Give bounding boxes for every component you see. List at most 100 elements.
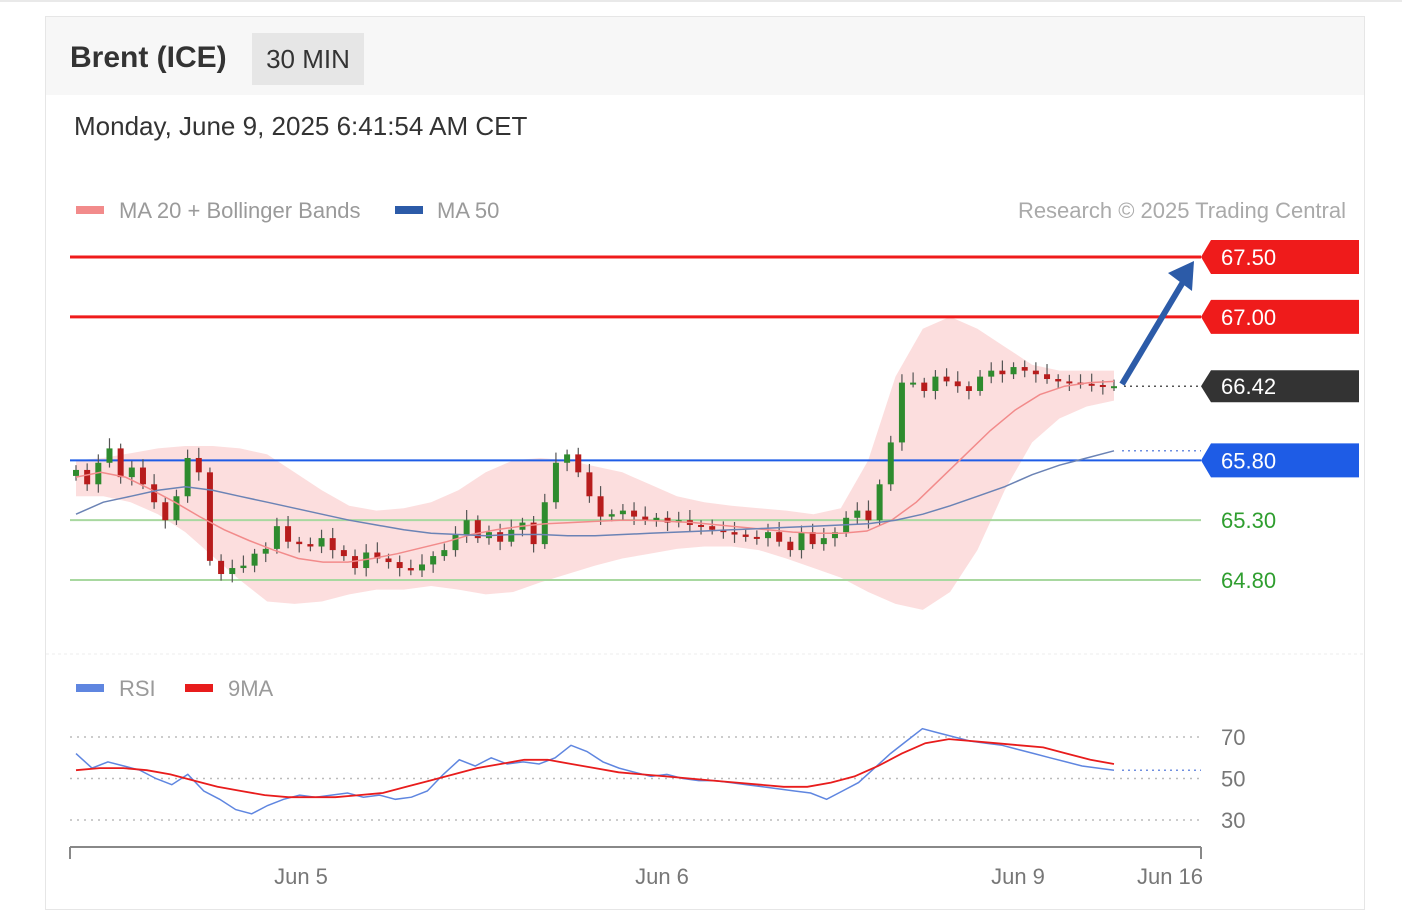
- rsi-legend-swatch: [76, 684, 104, 692]
- candle: [898, 382, 905, 443]
- candle: [441, 550, 448, 557]
- support-level-label: 64.80: [1221, 568, 1276, 593]
- candle: [1055, 379, 1062, 382]
- candle: [776, 532, 783, 542]
- pivot-level-tag: [1201, 443, 1359, 478]
- rsi-9ma-legend-swatch: [185, 684, 213, 692]
- chart-datetime: Monday, June 9, 2025 6:41:54 AM CET: [74, 111, 528, 141]
- candle: [430, 556, 437, 565]
- candle: [1044, 374, 1051, 380]
- x-tick-label: Jun 6: [635, 864, 689, 889]
- candle: [1032, 370, 1039, 375]
- candle: [887, 442, 894, 485]
- candle: [753, 536, 760, 539]
- candle: [95, 462, 102, 485]
- candle: [709, 526, 716, 530]
- candle: [307, 544, 314, 547]
- candle: [564, 454, 571, 463]
- x-tick-label: Jun 9: [991, 864, 1045, 889]
- candle: [586, 472, 593, 497]
- candle: [229, 568, 236, 575]
- resistance-level-label: 67.50: [1221, 245, 1276, 270]
- candle: [195, 457, 202, 473]
- candle: [128, 467, 135, 478]
- candle: [296, 541, 303, 545]
- candle: [407, 568, 414, 571]
- candle: [720, 529, 727, 533]
- candle: [84, 469, 91, 485]
- ma20-line: [75, 380, 1115, 563]
- ma20-legend-label: MA 20 + Bollinger Bands: [119, 198, 361, 223]
- resistance-level-tag: [1201, 240, 1359, 274]
- candle: [73, 469, 79, 476]
- candle: [363, 552, 370, 569]
- ma50-legend-swatch: [395, 206, 423, 214]
- candle: [385, 558, 392, 563]
- resistance-level-label: 67.00: [1221, 305, 1276, 330]
- candle: [809, 532, 816, 545]
- candle: [508, 529, 515, 542]
- rsi-tick-label: 50: [1221, 767, 1245, 792]
- forecast-arrow-shaft: [1119, 275, 1189, 386]
- candle: [943, 376, 950, 382]
- candle: [820, 538, 827, 545]
- instrument-title: Brent (ICE): [70, 41, 227, 74]
- candle: [497, 532, 504, 542]
- candle: [1088, 383, 1095, 386]
- candle: [642, 516, 649, 521]
- candle: [262, 548, 269, 554]
- candle: [117, 448, 124, 478]
- candle: [139, 467, 146, 485]
- candle: [865, 510, 872, 521]
- candle: [954, 381, 961, 387]
- candle: [921, 382, 928, 391]
- resistance-level-tag: [1201, 299, 1359, 334]
- last-level-tag: [1201, 370, 1359, 403]
- candle: [1066, 381, 1073, 384]
- candle: [374, 552, 381, 559]
- candle: [831, 532, 838, 539]
- candle: [619, 510, 626, 515]
- last-level-label: 66.42: [1221, 374, 1276, 399]
- candle: [765, 532, 771, 539]
- candle: [631, 510, 638, 517]
- candle: [352, 556, 359, 569]
- candle: [1010, 367, 1017, 375]
- candle: [608, 514, 615, 517]
- x-tick-label: Jun 5: [274, 864, 328, 889]
- chart-header: Brent (ICE) 30 MIN: [46, 17, 1364, 95]
- ma20-legend-swatch: [76, 206, 104, 214]
- candle: [396, 562, 403, 569]
- candle: [1021, 367, 1028, 371]
- candle: [664, 517, 671, 523]
- rsi-line: [75, 727, 1115, 815]
- ma50-legend-label: MA 50: [437, 198, 499, 223]
- timeframe-selector[interactable]: 30 MIN: [252, 33, 364, 85]
- forecast-arrow-head: [1168, 261, 1194, 291]
- pivot-level-label: 65.80: [1221, 448, 1276, 473]
- candle: [206, 472, 213, 561]
- candle: [184, 457, 191, 497]
- candle: [798, 532, 805, 551]
- ma50-line: [75, 450, 1115, 537]
- candle: [653, 517, 660, 521]
- candle: [452, 534, 459, 551]
- top-divider: [0, 0, 1402, 2]
- candle: [240, 565, 247, 569]
- candle: [932, 376, 939, 391]
- candle: [910, 382, 917, 385]
- rsi-9ma-line: [75, 738, 1115, 799]
- candle: [977, 376, 984, 391]
- candle: [876, 484, 883, 521]
- candle: [854, 510, 861, 518]
- candle: [742, 534, 749, 537]
- x-tick-label: Jun 16: [1137, 864, 1203, 889]
- research-credit: Research © 2025 Trading Central: [1018, 198, 1346, 223]
- candle: [218, 560, 225, 575]
- rsi-9ma-legend-label: 9MA: [228, 676, 274, 701]
- candle: [698, 524, 705, 527]
- candle: [530, 522, 537, 545]
- candle: [162, 502, 169, 521]
- candle: [731, 532, 738, 535]
- candle: [1111, 386, 1117, 389]
